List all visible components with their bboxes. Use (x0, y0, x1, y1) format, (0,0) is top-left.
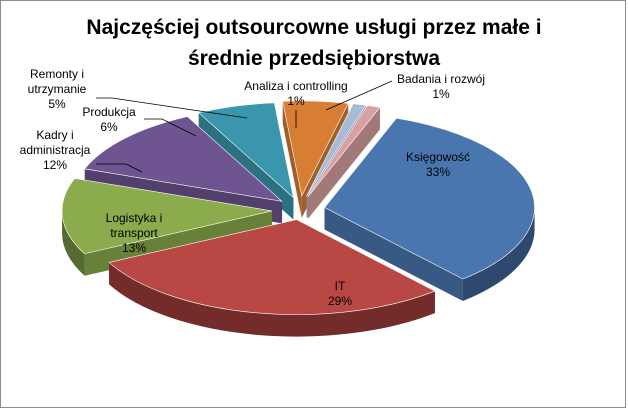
slice-value-badania: 1% (432, 87, 450, 101)
slice-kadry-top (84, 116, 284, 202)
chart-title: Najczęściej outsourcowne usługi przez ma… (40, 12, 588, 74)
slice-label-produkcja: Produkcja 6% (82, 105, 136, 134)
slice-name-it: IT (335, 279, 346, 293)
slice-ksiegowosc-rim (462, 207, 535, 301)
slice-label-kadry: Kadry i administracja 12% (20, 128, 91, 172)
slice-label-ksiegowosc: Księgowość 33% (406, 150, 470, 179)
leader-line-remonty (96, 97, 248, 119)
slice-it (108, 219, 436, 337)
slice-badania (307, 105, 381, 219)
slice-name-analiza: Analiza i controlling (244, 79, 347, 93)
slice-value-remonty: 5% (48, 97, 66, 111)
slice-name-remonty: Remonty i (30, 67, 84, 81)
slice-badania-wall-end (308, 107, 380, 219)
slice-name-kadry: Kadry i (36, 128, 73, 142)
slice-label-it: IT 29% (328, 279, 352, 308)
leader-lines (96, 80, 393, 173)
pie-slices (61, 100, 535, 337)
leader-line-produkcja (144, 118, 197, 137)
chart-title-line-1: Najczęściej outsourcowne usługi przez ma… (86, 16, 542, 39)
chart-title-line-2: średnie przedsiębiorstwa (187, 47, 441, 70)
slice-name-produkcja: Produkcja (82, 105, 136, 119)
slice-ksiegowosc-wall-end (324, 207, 463, 301)
slice-name-ksiegowosc: Księgowość (406, 150, 470, 164)
slice-analiza-top (306, 103, 367, 197)
slice-value-ksiegowosc: 33% (426, 165, 450, 179)
slice-value-logistyka: 13% (122, 241, 146, 255)
slice-remonty-top (282, 100, 349, 197)
slice-logistyka-top (61, 178, 273, 255)
leader-line-kadry (96, 163, 143, 173)
slice-name-logistyka: transport (110, 226, 158, 240)
slice-label-badania: Badania i rozwój 1% (397, 72, 485, 101)
slice-value-analiza: 1% (287, 94, 305, 108)
slice-name-logistyka: Logistyka i (106, 211, 163, 225)
slice-badania-top (307, 105, 381, 197)
leader-line-badania (325, 80, 393, 111)
slice-produkcja-top (198, 102, 294, 199)
slice-name-kadry: administracja (20, 143, 91, 157)
slice-it-top (108, 219, 436, 315)
slice-name-remonty: utrzymanie (28, 82, 87, 96)
slice-ksiegowosc (324, 117, 535, 301)
slice-label-analiza: Analiza i controlling 1% (244, 79, 347, 108)
slice-labels: Księgowość 33% IT 29% Logistyka i transport 13… (20, 67, 485, 308)
slice-ksiegowosc-top (324, 117, 535, 280)
slice-label-remonty: Remonty i utrzymanie 5% (28, 67, 87, 111)
slice-value-kadry: 12% (43, 158, 67, 172)
slice-it-rim (109, 262, 435, 337)
slice-logistyka-rim (62, 210, 85, 276)
slice-name-badania: Badania i rozwój (397, 72, 485, 86)
slice-value-produkcja: 6% (100, 120, 118, 134)
slice-label-logistyka: Logistyka i transport 13% (106, 211, 163, 255)
slice-remonty-wall-start (282, 101, 302, 218)
slice-value-it: 29% (328, 294, 352, 308)
